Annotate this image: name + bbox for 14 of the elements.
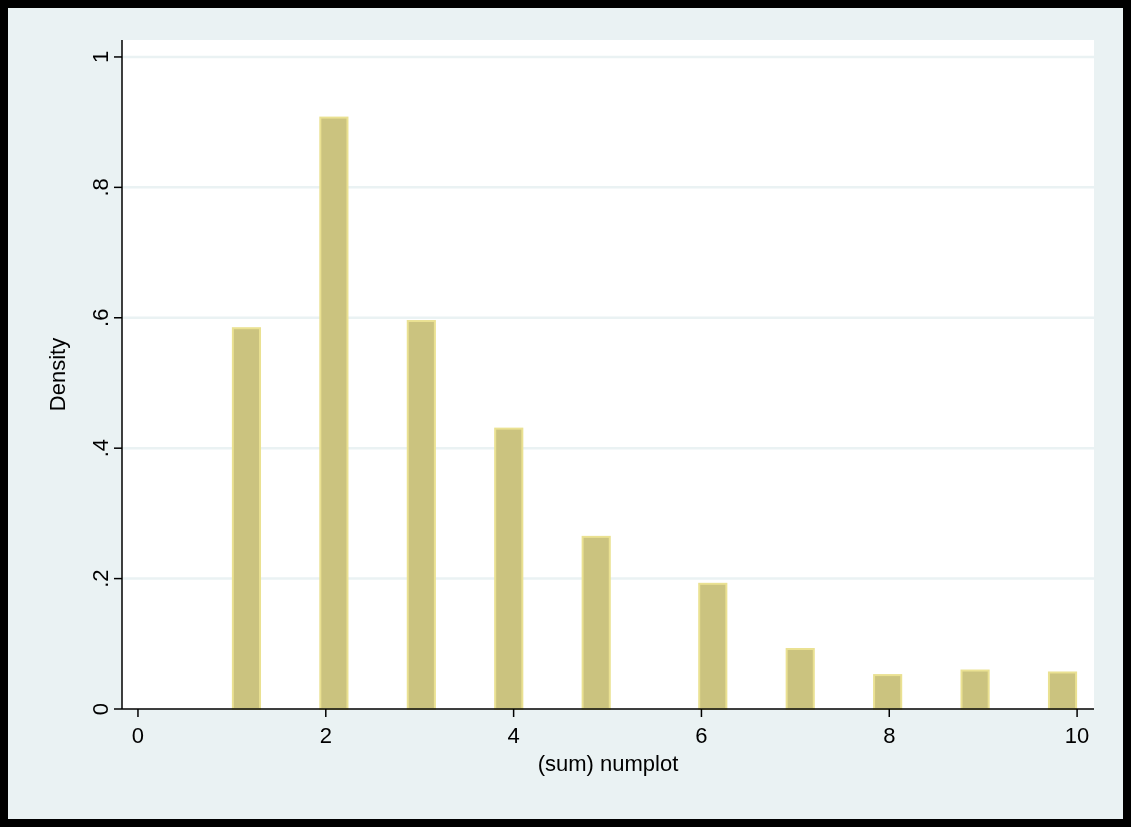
y-tick-label: .2	[88, 569, 113, 588]
x-axis-title: (sum) numplot	[537, 751, 679, 776]
x-tick-label: 10	[1064, 723, 1090, 748]
y-tick-label: 1	[88, 50, 113, 64]
y-tick-label: .4	[88, 439, 113, 458]
x-tick-label: 0	[131, 723, 145, 748]
y-axis-title: Density	[45, 337, 70, 412]
y-tick-label: .8	[88, 178, 113, 197]
x-tick-label: 6	[695, 723, 708, 748]
x-tick-label: 8	[883, 723, 896, 748]
y-tick-label: .6	[88, 308, 113, 327]
y-tick-label: 0	[88, 702, 113, 716]
x-tick-label: 2	[319, 723, 332, 748]
x-tick-label: 4	[507, 723, 520, 748]
